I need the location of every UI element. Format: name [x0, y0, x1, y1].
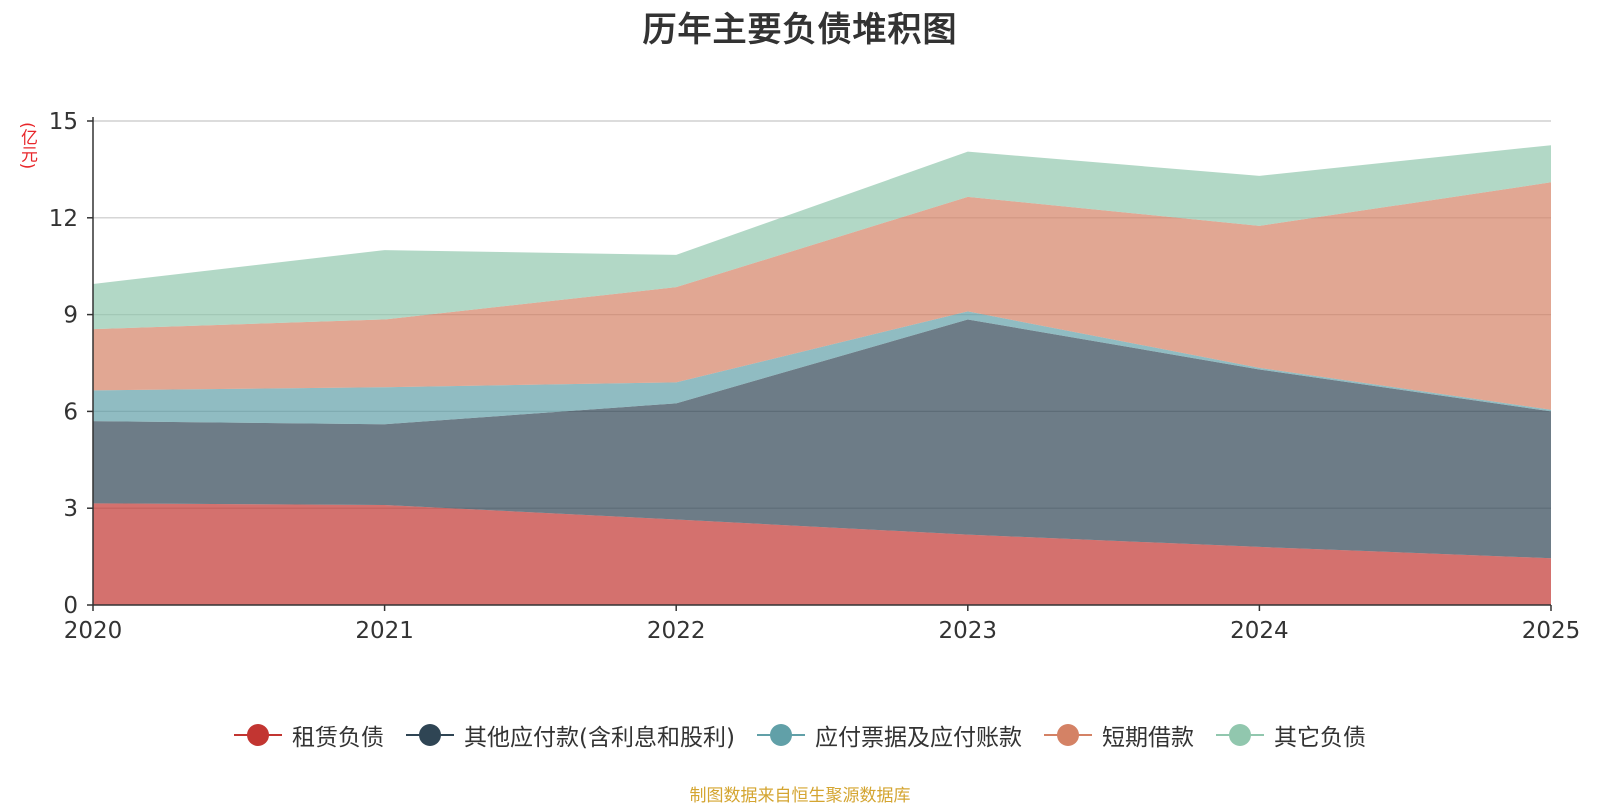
x-tick-label-2024: 2024: [1230, 618, 1289, 644]
axes: 0 3 6 9 12 15 2020 2021 2022 2023 2024 2025: [49, 109, 1581, 644]
legend-item-1[interactable]: 租赁负债: [234, 718, 384, 752]
area-series-4: [93, 182, 1551, 410]
area-series-3: [93, 311, 1551, 425]
legend: 租赁负债 其他应付款(含利息和股利) 应付票据及应付账款 短期借款 其它负债: [0, 718, 1600, 752]
legend-label: 租赁负债: [292, 725, 385, 751]
legend-marker-icon: [1215, 723, 1264, 747]
y-axis-unit-label: (亿元): [17, 122, 37, 170]
legend-marker-icon: [234, 723, 283, 747]
x-tick-label-2025: 2025: [1522, 618, 1581, 644]
y-tick-label-3: 3: [63, 496, 78, 522]
legend-label: 应付票据及应付账款: [814, 725, 1022, 751]
y-tick-label-0: 0: [63, 593, 78, 619]
y-tick-label-6: 6: [63, 399, 78, 425]
legend-label: 其它负债: [1273, 725, 1366, 751]
legend-marker-icon: [406, 723, 455, 747]
area-series-2: [93, 319, 1551, 559]
legend-label: 短期借款: [1101, 725, 1194, 751]
x-tick-label-2020: 2020: [64, 618, 123, 644]
chart-title: 历年主要负债堆积图: [642, 10, 958, 50]
legend-marker-icon: [1043, 723, 1092, 747]
area-series: [93, 145, 1551, 605]
legend-item-3[interactable]: 应付票据及应付账款: [756, 718, 1022, 752]
legend-item-2[interactable]: 其他应付款(含利息和股利): [406, 718, 735, 752]
area-series-1: [93, 503, 1551, 605]
y-tick-label-15: 15: [49, 109, 78, 135]
x-tick-label-2021: 2021: [355, 618, 414, 644]
legend-label: 其他应付款(含利息和股利): [464, 725, 735, 751]
legend-item-5[interactable]: 其它负债: [1215, 718, 1366, 752]
x-tick-label-2022: 2022: [647, 618, 706, 644]
y-tick-label-12: 12: [49, 206, 78, 232]
legend-item-4[interactable]: 短期借款: [1043, 718, 1194, 752]
legend-marker-icon: [756, 723, 805, 747]
x-tick-label-2023: 2023: [939, 618, 998, 644]
source-note: 制图数据来自恒生聚源数据库: [689, 786, 911, 806]
area-series-5: [93, 145, 1551, 330]
y-tick-label-9: 9: [63, 303, 78, 329]
